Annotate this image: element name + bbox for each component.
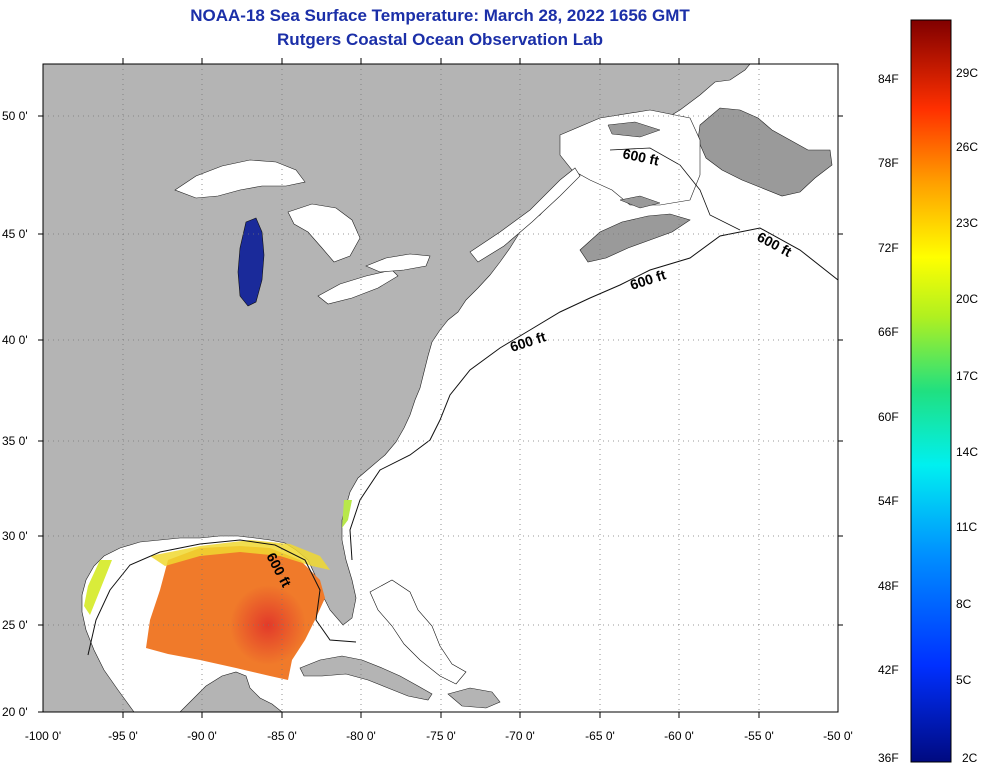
land-nova-scotia [579,213,691,263]
sst-florida-coast [342,500,352,528]
lat-label: 25 0' [2,618,28,632]
colorbar-f-label: 54F [878,494,899,508]
land-hispaniola [447,687,501,709]
map-subtitle: Rutgers Coastal Ocean Observation Lab [277,30,603,49]
colorbar-f-label: 36F [878,751,899,765]
colorbar-f-label: 72F [878,241,899,255]
isobath-600ft-stlawrence [609,147,741,231]
lat-label: 50 0' [2,109,28,123]
lon-label: -70 0' [505,729,535,743]
colorbar-c-label: 8C [956,597,972,611]
lat-label: 35 0' [2,434,28,448]
lat-label: 30 0' [2,529,28,543]
land-yucatan [179,671,283,712]
colorbar-c-label: 5C [956,673,972,687]
lat-label: 40 0' [2,333,28,347]
colorbar-f-label: 48F [878,579,899,593]
lon-label: -60 0' [664,729,694,743]
colorbar-f-label: 78F [878,156,899,170]
lon-label: -65 0' [585,729,615,743]
lon-label: -100 0' [25,729,61,743]
lon-label: -95 0' [108,729,138,743]
st-lawrence-river [469,167,581,263]
colorbar-f-labels: 84F 78F 72F 66F 60F 54F 48F 42F 36F [878,72,899,765]
colorbar-f-label: 42F [878,663,899,677]
lake-huron [287,203,361,263]
lake-michigan [237,217,265,307]
colorbar-c-label: 11C [956,520,977,534]
land-cuba [299,655,433,701]
lon-label: -85 0' [267,729,297,743]
map-title: NOAA-18 Sea Surface Temperature: March 2… [190,6,690,25]
land-pei [619,195,661,209]
lake-superior [174,159,306,199]
lat-label: 20 0' [2,705,28,719]
lat-ticks [38,115,843,713]
colorbar-c-labels: 29C 26C 23C 20C 17C 14C 11C 8C 5C 2C [956,66,978,765]
map-grid [43,64,838,712]
colorbar [910,19,952,763]
isobath-600ft-atlantic [349,227,838,561]
lon-label: -80 0' [346,729,376,743]
colorbar-f-label: 66F [878,325,899,339]
isobath-label: 600 ft [621,145,660,168]
colorbar-c-label: 23C [956,216,978,230]
lon-label: -55 0' [744,729,774,743]
colorbar-c-label: 14C [956,445,978,459]
lat-label: 45 0' [2,227,28,241]
sst-texas-coast [84,560,112,615]
lon-ticks [122,58,760,718]
land-anticosti [607,121,661,138]
land-newfoundland [697,107,833,197]
lake-erie [317,269,399,305]
colorbar-c-label: 2C [962,751,978,765]
lake-ontario [365,253,431,273]
colorbar-f-label: 84F [878,72,899,86]
sst-coastal-cool [150,540,330,570]
colorbar-c-label: 20C [956,292,978,306]
lon-label: -75 0' [426,729,456,743]
isobath-600ft-gulf [87,539,357,656]
colorbar-c-label: 26C [956,140,978,154]
colorbar-c-label: 17C [956,369,978,383]
bahamas-bank [369,579,467,685]
lon-axis: -100 0' -95 0' -90 0' -85 0' -80 0' -75 … [25,729,853,743]
lat-axis: 50 0' 45 0' 40 0' 35 0' 30 0' 25 0' 20 0… [2,109,28,719]
colorbar-f-label: 60F [878,410,899,424]
colorbar-c-label: 29C [956,66,978,80]
lon-label: -90 0' [187,729,217,743]
lon-label: -50 0' [823,729,853,743]
